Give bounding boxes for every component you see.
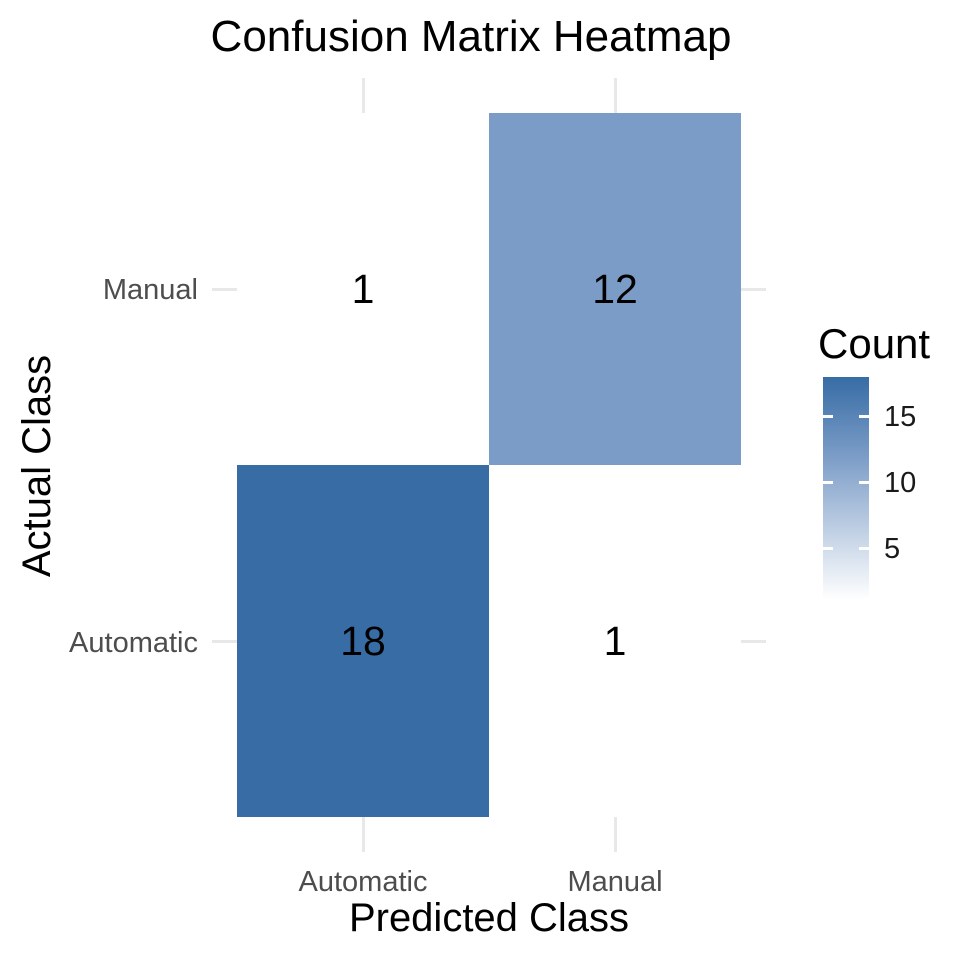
cell-count-label: 18 bbox=[340, 617, 386, 664]
colorbar-tick-10 bbox=[859, 481, 869, 484]
legend-title: Count bbox=[818, 320, 931, 367]
colorbar-tick-5 bbox=[859, 547, 869, 550]
colorbar-legend: Count 15 10 5 bbox=[810, 322, 960, 612]
heatmap-cell-actual-manual-predicted-manual: 12 bbox=[489, 113, 741, 465]
colorbar-tick-15 bbox=[823, 415, 833, 418]
heatmap-cell-actual-automatic-predicted-manual: 1 bbox=[489, 465, 741, 817]
y-axis-title: Actual Class bbox=[15, 354, 59, 578]
colorbar-tick-15 bbox=[859, 415, 869, 418]
heatmap-cell-actual-automatic-predicted-automatic: 18 bbox=[237, 465, 489, 817]
colorbar-tick-10 bbox=[823, 481, 833, 484]
colorbar-gradient-bar bbox=[823, 377, 869, 600]
y-axis-tick-label-automatic: Automatic bbox=[69, 627, 198, 659]
colorbar-tick-label-10: 10 bbox=[884, 467, 917, 499]
colorbar-tick-label-15: 15 bbox=[884, 401, 917, 433]
cell-count-label: 1 bbox=[351, 265, 375, 312]
cell-count-label: 12 bbox=[592, 265, 638, 312]
x-axis-tick-label-automatic: Automatic bbox=[298, 866, 428, 898]
colorbar-tick-label-5: 5 bbox=[884, 533, 901, 565]
cell-count-label: 1 bbox=[603, 617, 627, 664]
chart-title: Confusion Matrix Heatmap bbox=[210, 12, 732, 61]
y-axis-tick-label-manual: Manual bbox=[102, 274, 198, 306]
heatmap-cell-actual-manual-predicted-automatic: 1 bbox=[237, 113, 489, 465]
colorbar-tick-5 bbox=[823, 547, 833, 550]
x-axis-title: Predicted Class bbox=[348, 896, 630, 940]
plot-panel: 1 12 18 1 bbox=[212, 78, 766, 852]
x-axis-tick-label-manual: Manual bbox=[567, 866, 663, 898]
